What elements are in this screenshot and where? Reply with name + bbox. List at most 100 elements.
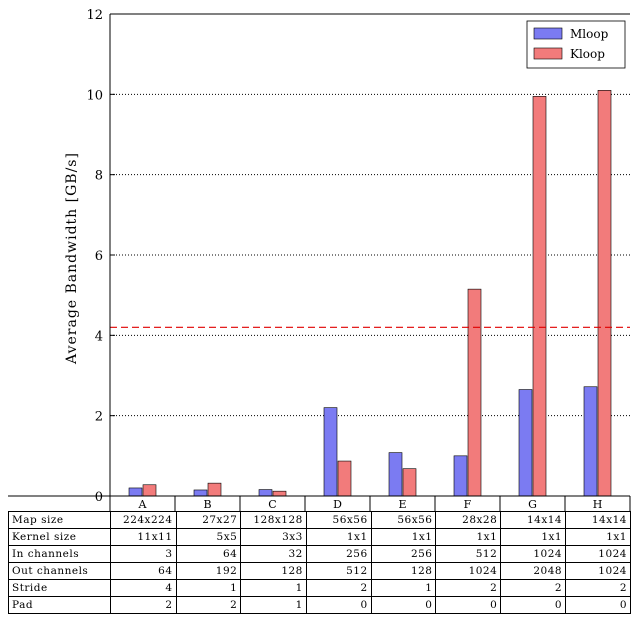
table-cell: 512: [435, 545, 502, 563]
table-cell: 3x3: [240, 528, 307, 546]
table-cell: 14x14: [500, 511, 567, 529]
table-cell: 1024: [565, 545, 631, 563]
row-label: Map size: [7, 511, 112, 529]
table-cell: 11x11: [110, 528, 177, 546]
row-label: Pad: [7, 596, 112, 614]
legend-swatch-mloop: [533, 27, 563, 40]
bar-kloop-a: [142, 484, 157, 497]
table-cell: 1x1: [370, 528, 437, 546]
table-row: In channels 3 64 32 256 256 512 1024 1024: [7, 545, 631, 563]
bar-kloop-d: [337, 460, 352, 497]
table-cell: 1: [175, 579, 242, 597]
table-cell: 64: [175, 545, 242, 563]
category-label-b: B: [203, 498, 211, 511]
row-label: Stride: [7, 579, 112, 597]
table-cell: 64: [110, 562, 177, 580]
table-cell: 512: [305, 562, 372, 580]
category-labels: A B C D E F G H: [109, 496, 631, 512]
table-cell: 3: [110, 545, 177, 563]
table-row: Out channels 64 192 128 512 128 1024 2048 1024: [7, 562, 631, 580]
bar-kloop-b: [207, 482, 222, 497]
table-cell: 28x28: [435, 511, 502, 529]
table-cell: 1x1: [435, 528, 502, 546]
table-cell: 32: [240, 545, 307, 563]
y-tick-label: 6: [95, 249, 103, 264]
table-row: Map size 224x224 27x27 128x128 56x56 56x56 28x…: [7, 511, 631, 529]
row-label: In channels: [7, 545, 112, 563]
table-cell: 1: [370, 579, 437, 597]
table-row: Kernel size 11x11 5x5 3x3 1x1 1x1 1x1 1x1 1x1: [7, 528, 631, 546]
legend-label-mloop: Mloop: [570, 27, 609, 41]
y-tick-label: 2: [95, 410, 103, 425]
table-cell: 5x5: [175, 528, 242, 546]
y-tick-label: 0: [95, 490, 103, 505]
table-cell: 1x1: [305, 528, 372, 546]
table-cell: 1024: [435, 562, 502, 580]
y-tick-label: 4: [95, 329, 103, 344]
table-cell: 192: [175, 562, 242, 580]
y-axis-label: Average Bandwidth [GB/s]: [64, 152, 80, 365]
table-cell: 128x128: [240, 511, 307, 529]
table-cell: 1: [240, 596, 307, 614]
axes: [8, 13, 630, 497]
category-label-f: F: [464, 498, 472, 511]
y-tick-label: 12: [86, 8, 103, 23]
table-cell: 0: [435, 596, 502, 614]
legend: Mloop Kloop: [526, 20, 626, 69]
table-cell: 1: [240, 579, 307, 597]
bar-mloop-a: [128, 487, 143, 497]
table-cell: 256: [305, 545, 372, 563]
y-tick-label: 8: [95, 169, 103, 184]
parameters-table: Map size 224x224 27x27 128x128 56x56 56x56 28x…: [7, 511, 631, 614]
category-label-h: H: [593, 498, 603, 511]
table-cell: 2: [565, 579, 631, 597]
bar-kloop-g: [532, 96, 547, 497]
category-label-a: A: [138, 498, 148, 511]
legend-label-kloop: Kloop: [570, 47, 605, 61]
table-cell: 2048: [500, 562, 567, 580]
category-label-e: E: [398, 498, 406, 511]
bars: [128, 90, 612, 497]
bar-kloop-e: [402, 468, 417, 497]
table-cell: 2: [175, 596, 242, 614]
table-cell: 0: [565, 596, 631, 614]
table-cell: 224x224: [110, 511, 177, 529]
table-cell: 56x56: [370, 511, 437, 529]
row-label: Out channels: [7, 562, 112, 580]
bar-kloop-f: [467, 288, 482, 497]
category-label-g: G: [528, 498, 537, 511]
bar-kloop-c: [272, 490, 287, 497]
table-cell: 27x27: [175, 511, 242, 529]
legend-swatch-kloop: [533, 47, 563, 60]
table-cell: 2: [435, 579, 502, 597]
table-cell: 4: [110, 579, 177, 597]
bar-mloop-h: [583, 386, 598, 497]
row-label: Kernel size: [7, 528, 112, 546]
table-cell: 128: [240, 562, 307, 580]
table-cell: 1024: [565, 562, 631, 580]
table-row: Pad 2 2 1 0 0 0 0 0: [7, 596, 631, 614]
table-cell: 0: [500, 596, 567, 614]
bar-mloop-d: [323, 407, 338, 497]
table-cell: 2: [500, 579, 567, 597]
bar-mloop-g: [518, 389, 533, 497]
table-cell: 1x1: [565, 528, 631, 546]
bar-mloop-e: [388, 452, 403, 497]
table-row: Stride 4 1 1 2 1 2 2 2: [7, 579, 631, 597]
table-cell: 256: [370, 545, 437, 563]
table-cell: 0: [305, 596, 372, 614]
bar-mloop-c: [258, 489, 273, 497]
bar-mloop-f: [453, 455, 468, 497]
table-cell: 1x1: [500, 528, 567, 546]
table-cell: 56x56: [305, 511, 372, 529]
table-cell: 1024: [500, 545, 567, 563]
table-cell: 0: [370, 596, 437, 614]
bar-kloop-h: [597, 90, 612, 497]
gridlines: [110, 13, 630, 497]
y-tick-label: 10: [86, 88, 103, 103]
table-cell: 14x14: [565, 511, 631, 529]
table-cell: 2: [110, 596, 177, 614]
table-cell: 2: [305, 579, 372, 597]
table-cell: 128: [370, 562, 437, 580]
bar-mloop-b: [193, 489, 208, 497]
